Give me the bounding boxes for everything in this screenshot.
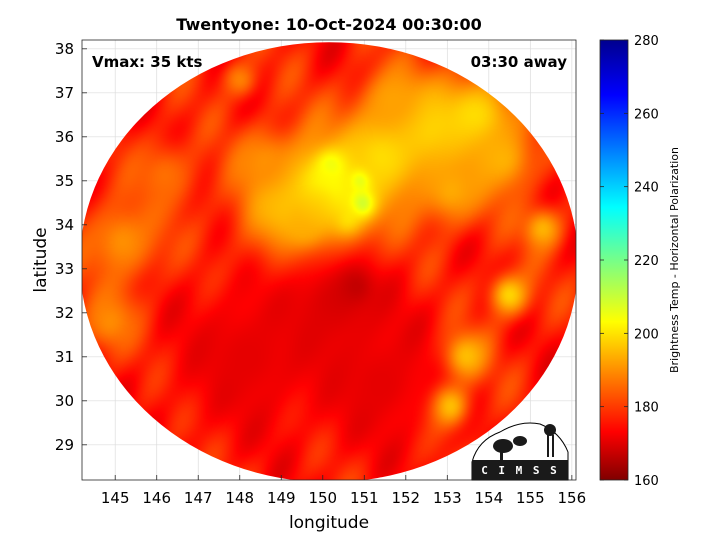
cimss-logo: C I M S S (471, 422, 569, 481)
y-tick-label: 32 (55, 304, 74, 322)
y-axis-label: latitude (31, 227, 51, 292)
x-tick-label: 151 (350, 489, 379, 507)
colorbar-tick-label: 220 (634, 254, 659, 269)
plot-frame (81, 39, 577, 481)
colorbar-label: Brightness Temp - Horizontal Polarizatio… (668, 147, 681, 373)
logo-text: C I M S S (481, 464, 559, 477)
colorbar: 160 180 200 220 240 260 280 Brightness Temp - … (599, 34, 681, 489)
y-tick-label: 29 (55, 436, 74, 454)
y-tick-label: 30 (55, 392, 74, 410)
x-tick-label: 148 (225, 489, 254, 507)
colorbar-scale (599, 39, 629, 481)
colorbar-tick-label: 240 (634, 181, 659, 196)
x-axis-label: longitude (289, 513, 369, 533)
x-tick-label: 149 (267, 489, 296, 507)
x-tick-label: 146 (142, 489, 171, 507)
x-tick-label: 145 (101, 489, 130, 507)
x-tick-label: 150 (308, 489, 337, 507)
vmax-annotation: Vmax: 35 kts (92, 53, 202, 71)
y-tick-label: 36 (55, 128, 74, 146)
x-tick-label: 155 (516, 489, 545, 507)
x-tick-label: 154 (475, 489, 504, 507)
y-tick-label: 35 (55, 172, 74, 190)
colorbar-ticks: 160 180 200 220 240 260 280 (600, 34, 659, 489)
brightness-temp-heatmap (82, 42, 576, 480)
colorbar-tick-label: 200 (634, 327, 659, 342)
colorbar-tick-label: 180 (634, 401, 659, 416)
x-tick-label: 147 (184, 489, 213, 507)
y-tick-label: 38 (55, 40, 74, 58)
y-tick-label: 37 (55, 84, 74, 102)
plot-area: 145 146 147 148 149 150 151 152 153 154 155 156 29 3… (55, 39, 586, 507)
colorbar-tick-label: 280 (634, 34, 659, 49)
x-tick-label: 153 (433, 489, 462, 507)
y-axis-ticks: 29 30 31 32 33 34 35 36 37 38 (55, 40, 87, 454)
chart-title: Twentyone: 10-Oct-2024 00:30:00 (176, 15, 481, 34)
colorbar-tick-label: 260 (634, 107, 659, 122)
y-tick-label: 31 (55, 348, 74, 366)
water-tower-icon (544, 424, 556, 436)
x-axis-ticks: 145 146 147 148 149 150 151 152 153 154 155 156 (101, 475, 586, 507)
y-tick-label: 33 (55, 260, 74, 278)
colorbar-tick-label: 160 (634, 474, 659, 489)
x-tick-label: 156 (558, 489, 587, 507)
time-away-annotation: 03:30 away (471, 53, 568, 71)
x-tick-label: 152 (391, 489, 420, 507)
satellite-dish-icon (493, 439, 513, 453)
y-tick-label: 34 (55, 216, 74, 234)
